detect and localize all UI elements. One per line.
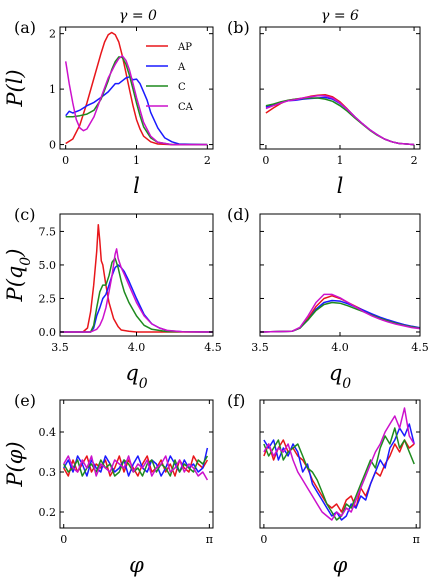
- y-axis-label: P(l): [3, 69, 27, 107]
- y-axis-label: P(φ): [3, 441, 27, 487]
- series-line-ca: [64, 55, 208, 146]
- x-tick-label: 4.0: [331, 341, 349, 354]
- y-tick-label: 0: [49, 139, 56, 152]
- x-tick-label: 2: [204, 154, 211, 167]
- x-tick-label: 2: [411, 154, 418, 167]
- x-tick-label: 0: [262, 154, 269, 167]
- legend-label-a: A: [177, 62, 186, 73]
- y-tick-label: 0.4: [39, 426, 57, 439]
- x-tick-label: 4.5: [204, 341, 222, 354]
- panel-e: 0 π 0.2 0.3 0.4 (e) φ P(φ): [3, 391, 214, 577]
- series-line-a: [263, 423, 415, 521]
- x-axis-label: φ: [333, 553, 348, 577]
- series-line-a: [60, 264, 213, 333]
- x-tick-label: 0: [62, 154, 69, 167]
- x-axis-label: φ: [129, 553, 144, 577]
- x-axis-label: q0: [125, 361, 147, 392]
- panel-label: (d): [227, 205, 250, 224]
- x-axis-label: q0: [329, 361, 351, 392]
- panel-label: (b): [227, 18, 250, 37]
- y-axis-label: P(q0): [3, 249, 34, 303]
- axes-frame: [259, 26, 421, 150]
- series-line-ca: [265, 95, 415, 146]
- y-tick-label: 0.2: [39, 506, 57, 519]
- series-line-a: [265, 96, 415, 146]
- axes-frame: [259, 399, 421, 529]
- series-line-a: [260, 299, 420, 333]
- x-axis-label: l: [133, 174, 140, 198]
- x-tick-label: 3.5: [251, 341, 269, 354]
- x-tick-label: 4.5: [411, 341, 429, 354]
- x-tick-label: π: [206, 533, 213, 546]
- legend-label-ca: CA: [178, 102, 194, 113]
- legend-label-c: C: [178, 82, 186, 93]
- y-tick-label: 7.5: [39, 225, 57, 238]
- x-axis-label: l: [337, 174, 344, 198]
- panel-c: 3.5 4.0 4.5 0.0 2.5 5.0 7.5 (c) q0 P(q0): [3, 205, 222, 392]
- series-line-c: [60, 257, 213, 333]
- x-tick-label: 1: [133, 154, 140, 167]
- y-tick-label: 1: [49, 83, 56, 96]
- series-line-ap: [65, 31, 208, 146]
- panel-d: 3.5 4.0 4.5 (d) q0: [227, 205, 429, 392]
- column-title-left: γ = 0: [119, 8, 157, 24]
- series-line-a: [65, 76, 208, 146]
- y-tick-label: 0.0: [39, 326, 57, 339]
- column-title-right: γ = 6: [321, 8, 359, 24]
- series-line-c: [260, 301, 420, 333]
- axes-frame: [259, 213, 421, 337]
- panel-label: (f): [227, 391, 245, 410]
- x-tick-label: 3.5: [51, 341, 69, 354]
- legend: AP AC CA: [146, 42, 194, 113]
- panel-f: 0 π (f) φ: [227, 391, 421, 577]
- x-tick-label: 1: [337, 154, 344, 167]
- axes-frame: [59, 213, 214, 337]
- panel-a: 0 1 2 0 1 2 (a) l P(l) AP AC CA: [3, 18, 214, 198]
- series-line-ca: [260, 293, 420, 333]
- panel-b: 0 1 2 (b) l: [227, 18, 421, 198]
- series-line-c: [65, 56, 208, 146]
- series-line-c: [263, 427, 415, 521]
- x-tick-label: π: [413, 533, 420, 546]
- axes-frame: [59, 399, 214, 529]
- panel-label: (a): [14, 18, 36, 37]
- panel-label: (e): [14, 391, 36, 410]
- y-tick-label: 0.3: [39, 466, 57, 479]
- x-tick-label: 0: [60, 533, 67, 546]
- series-line-c: [265, 97, 415, 146]
- series-line-a: [63, 447, 209, 477]
- series-line-ap: [263, 439, 415, 513]
- y-tick-label: 5.0: [39, 259, 57, 272]
- x-tick-label: 4.0: [128, 341, 146, 354]
- x-tick-label: 0: [260, 533, 267, 546]
- series-line-ca: [263, 407, 415, 521]
- panel-label: (c): [14, 205, 35, 224]
- panels: 0 1 2 0 1 2 (a) l P(l) AP AC CA 0 1 2 (b) l 3.5 4.0 4.5 0.0 2…: [3, 18, 429, 577]
- series-line-ca: [63, 455, 209, 481]
- series-line-ap: [60, 223, 213, 333]
- series-line-ca: [60, 248, 213, 333]
- y-tick-label: 2: [49, 28, 56, 41]
- legend-label-ap: AP: [177, 42, 192, 53]
- y-tick-label: 2.5: [39, 292, 57, 305]
